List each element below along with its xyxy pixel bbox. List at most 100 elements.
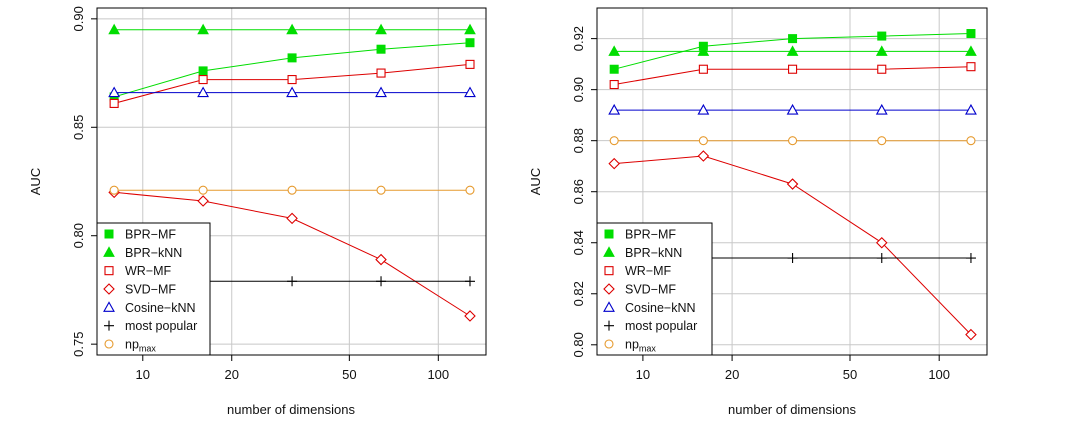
data-point [465,185,475,195]
x-tick-label: 50 [342,367,356,382]
data-point [376,44,386,54]
legend-label: most popular [625,319,697,333]
data-point [286,23,298,35]
data-point [286,86,299,98]
legend-item: WR−MF [604,264,672,278]
x-axis-label: number of dimensions [227,402,355,417]
data-point [698,136,708,146]
y-tick-label: 0.92 [571,26,586,51]
data-point [287,185,297,195]
series-3 [109,59,475,108]
legend-marker [103,301,115,312]
data-point [609,79,619,90]
data-point [609,64,619,74]
data-point [966,136,976,146]
data-point [465,38,475,48]
series-5 [108,86,476,98]
x-tick-label: 10 [636,367,650,382]
data-point [788,64,798,74]
legend-marker [603,283,615,295]
legend-label: BPR−MF [125,228,176,242]
data-point [376,68,386,78]
legend-item: BPR−MF [104,228,176,242]
data-point [464,310,476,322]
series-2 [108,23,476,35]
legend-marker [604,266,614,276]
legend-box [96,222,211,356]
y-tick-label: 0.80 [571,332,586,357]
x-tick-label: 20 [725,367,739,382]
data-point [464,86,476,98]
data-point [786,103,799,115]
legend-box [596,222,713,356]
data-point [108,23,120,35]
y-tick-label: 0.75 [71,332,86,357]
legend-label: most popular [125,319,197,333]
data-point [875,45,888,56]
data-point [697,150,710,162]
data-point [287,276,298,287]
legend-item: SVD−MF [103,283,176,297]
legend-item: most popular [604,319,697,333]
data-point [375,23,387,35]
data-point [376,276,387,287]
data-point [287,75,297,85]
data-point [877,64,887,74]
legend-item: BPR−MF [604,228,676,242]
legend-item: Cosine−kNN [103,301,196,315]
data-point [786,178,799,190]
legend-item: BPR−kNN [603,246,682,260]
x-tick-label: 20 [225,367,239,382]
data-point [876,253,887,264]
data-point [109,98,119,108]
y-tick-label: 0.88 [571,128,586,153]
data-point [465,59,475,69]
x-tick-label: 100 [427,367,449,382]
legend-label: BPR−MF [625,228,676,242]
y-tick-label: 0.86 [571,179,586,204]
legend-item: most popular [104,319,197,333]
data-point [287,53,297,63]
data-point [608,103,621,115]
data-point [875,236,888,249]
legend-marker [604,229,614,239]
data-point [965,103,977,115]
data-point [375,253,387,266]
legend-label: BPR−kNN [125,246,182,260]
data-point [608,45,621,56]
legend: BPR−MF BPR−kNN WR−MF SVD−MF Cosine−kNN most p… [596,222,713,356]
data-point [375,86,387,98]
x-axis: 10 20 50 100 number of dimensions [636,355,950,417]
legend: BPR−MF BPR−kNN WR−MF SVD−MF Cosine−kNN most p… [96,222,211,356]
x-tick-label: 100 [928,367,950,382]
series-2 [608,45,977,56]
y-axis: 0.80 0.82 0.84 0.86 0.88 0.90 0.92 AUC [528,26,597,357]
data-point [965,328,977,341]
legend-label: SVD−MF [625,283,676,297]
data-point [108,86,121,98]
data-point [198,75,208,85]
data-point [965,253,976,264]
legend-marker [604,320,614,331]
data-point [376,185,386,195]
legend-marker [104,320,114,331]
legend-marker [104,266,114,276]
y-tick-label: 0.85 [71,115,86,140]
series-4 [608,150,977,341]
legend-item: BPR−kNN [103,246,182,260]
series-5 [608,103,977,115]
plot-frame [596,7,988,356]
legend-marker [104,229,114,239]
legend-marker [604,339,614,349]
data-point [697,103,710,115]
y-tick-label: 0.90 [71,6,86,31]
data-point [286,212,298,225]
y-tick-label: 0.84 [571,230,586,255]
data-point [788,34,798,44]
data-point [788,136,798,146]
legend-label: SVD−MF [125,283,176,297]
legend-item: WR−MF [104,264,172,278]
y-tick-label: 0.82 [571,281,586,306]
x-axis: 10 20 50 100 number of dimensions [136,355,449,417]
